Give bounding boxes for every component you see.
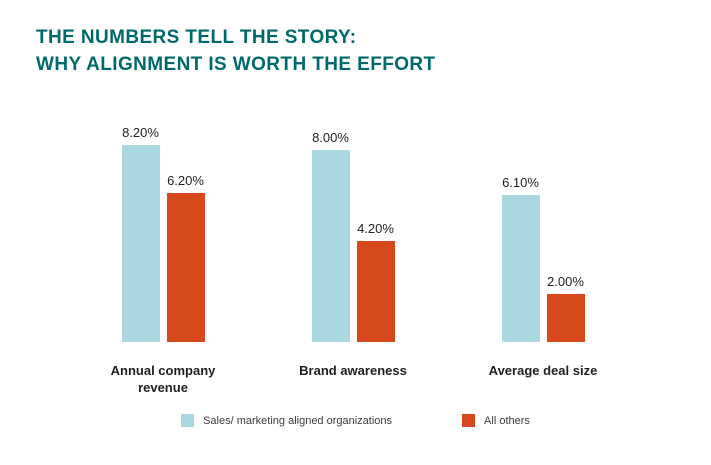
legend-item-aligned-orgs: Sales/ marketing aligned organizations bbox=[181, 414, 392, 427]
bar-chart: 8.20% 6.20% Annual company revenue 8.00%… bbox=[88, 122, 618, 396]
bar-column: 8.20% bbox=[121, 125, 160, 342]
bar-column: 6.20% bbox=[166, 173, 205, 342]
bar-group-annual-revenue: 8.20% 6.20% Annual company revenue bbox=[88, 122, 238, 396]
category-label: Annual company revenue bbox=[110, 363, 216, 395]
bar-aligned-orgs bbox=[121, 145, 160, 342]
legend-label: Sales/ marketing aligned organizations bbox=[203, 414, 393, 427]
legend-swatch-all-others bbox=[462, 414, 476, 427]
legend-swatch-aligned-orgs bbox=[181, 414, 195, 427]
bar-value-label: 4.20% bbox=[357, 221, 394, 236]
page-title: THE NUMBERS TELL THE STORY: WHY ALIGNMEN… bbox=[36, 24, 436, 78]
bar-all-others bbox=[166, 193, 205, 342]
bar-column: 8.00% bbox=[311, 130, 350, 342]
bar-all-others bbox=[546, 294, 585, 342]
bar-group-brand-awareness: 8.00% 4.20% Brand awareness bbox=[278, 122, 428, 396]
bar-value-label: 6.10% bbox=[502, 175, 539, 190]
bar-column: 6.10% bbox=[501, 175, 540, 342]
bar-pair: 6.10% 2.00% bbox=[501, 122, 585, 342]
category-label: Average deal size bbox=[488, 363, 598, 378]
bar-value-label: 6.20% bbox=[167, 173, 204, 188]
title-line-2: WHY ALIGNMENT IS WORTH THE EFFORT bbox=[36, 54, 436, 75]
bar-aligned-orgs bbox=[501, 195, 540, 342]
legend-label: All others bbox=[484, 414, 530, 427]
bar-pair: 8.20% 6.20% bbox=[121, 122, 205, 342]
legend: Sales/ marketing aligned organizations A… bbox=[0, 414, 711, 427]
bar-pair: 8.00% 4.20% bbox=[311, 122, 395, 342]
title-line-1: THE NUMBERS TELL THE STORY: bbox=[36, 27, 357, 48]
bar-all-others bbox=[356, 241, 395, 342]
category-label: Brand awareness bbox=[299, 363, 407, 378]
bar-value-label: 8.00% bbox=[312, 130, 349, 145]
legend-item-all-others: All others bbox=[462, 414, 530, 427]
bar-value-label: 8.20% bbox=[122, 125, 159, 140]
bar-value-label: 2.00% bbox=[547, 274, 584, 289]
bar-column: 4.20% bbox=[356, 221, 395, 342]
bar-aligned-orgs bbox=[311, 150, 350, 342]
bar-group-average-deal-size: 6.10% 2.00% Average deal size bbox=[468, 122, 618, 396]
bar-column: 2.00% bbox=[546, 274, 585, 342]
